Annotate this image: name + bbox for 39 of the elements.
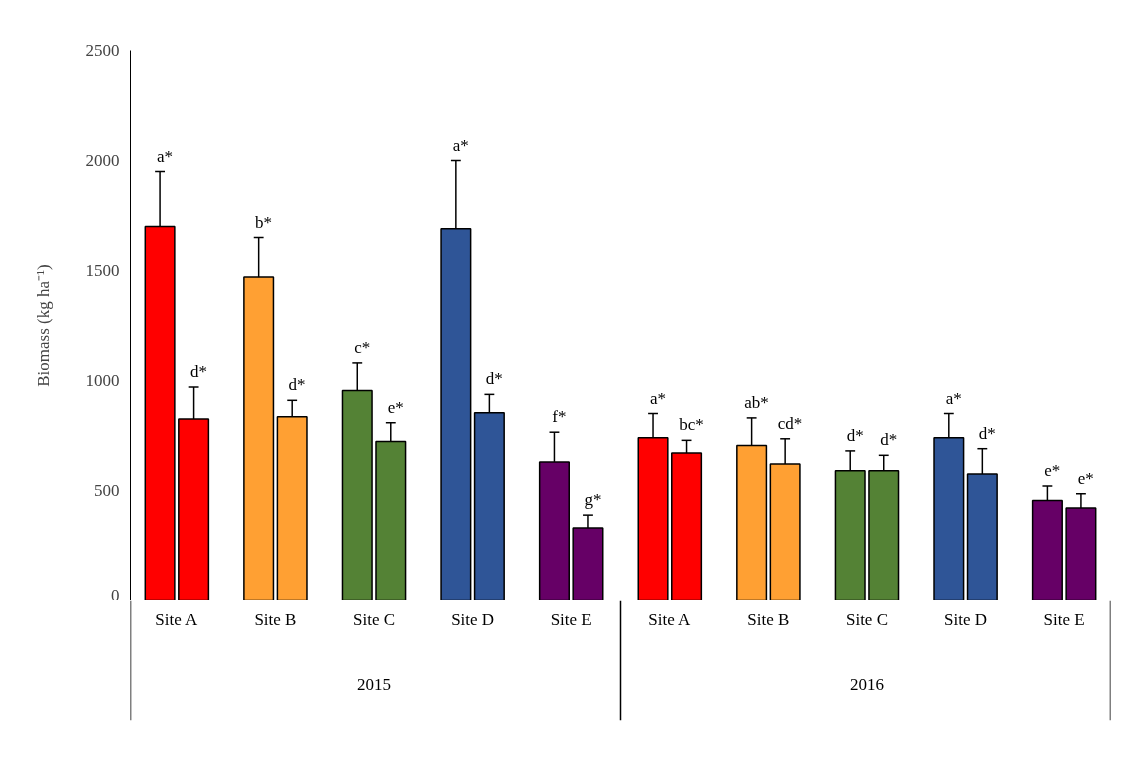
text: 2015 (357, 675, 392, 694)
annotation: d* (846, 425, 864, 445)
annotation: e* (1044, 461, 1061, 481)
annotation: c* (354, 337, 371, 357)
annotation: bc* (679, 415, 704, 435)
annotation: a* (649, 388, 666, 408)
annotation: g* (584, 490, 602, 510)
annotation: b* (255, 212, 273, 232)
annotation: d* (288, 375, 306, 395)
x-tick-label: Site B (254, 610, 297, 630)
annotation: f* (552, 407, 567, 427)
y-tick-label: 1000 (85, 371, 120, 390)
annotation: a* (452, 135, 469, 155)
x-tick-label: Site B (747, 610, 790, 630)
annotation: cd* (777, 413, 803, 433)
x-tick-label: Site C (353, 610, 396, 630)
x-tick-label: Site A (155, 610, 199, 630)
annotation: a* (156, 146, 174, 166)
annotation: d* (190, 362, 208, 382)
x-tick-label: Site A (648, 610, 692, 630)
annotation: d* (880, 430, 898, 450)
y-tick-label: 2000 (85, 151, 120, 170)
annotation: e* (1077, 468, 1094, 488)
x-tick-label: Site D (451, 610, 495, 630)
x-tick-label: Site E (1043, 610, 1085, 630)
y-tick-label: 1500 (85, 261, 120, 280)
y-tick-label: 2500 (85, 41, 120, 60)
x-tick-label: Site D (944, 610, 988, 630)
annotation: ab* (744, 392, 769, 412)
annotation: d* (978, 423, 996, 443)
x-tick-label: Site E (550, 610, 592, 630)
y-axis-title: Biomass (kg ha⁻¹) (33, 264, 53, 387)
x-tick-label: Site C (845, 610, 889, 630)
annotation: e* (387, 397, 404, 417)
text: 2016 (849, 675, 884, 694)
y-tick-label: 500 (94, 481, 120, 500)
annotation: d* (485, 369, 503, 389)
y-tick-label: 0 (111, 585, 120, 605)
annotation: a* (945, 388, 962, 408)
